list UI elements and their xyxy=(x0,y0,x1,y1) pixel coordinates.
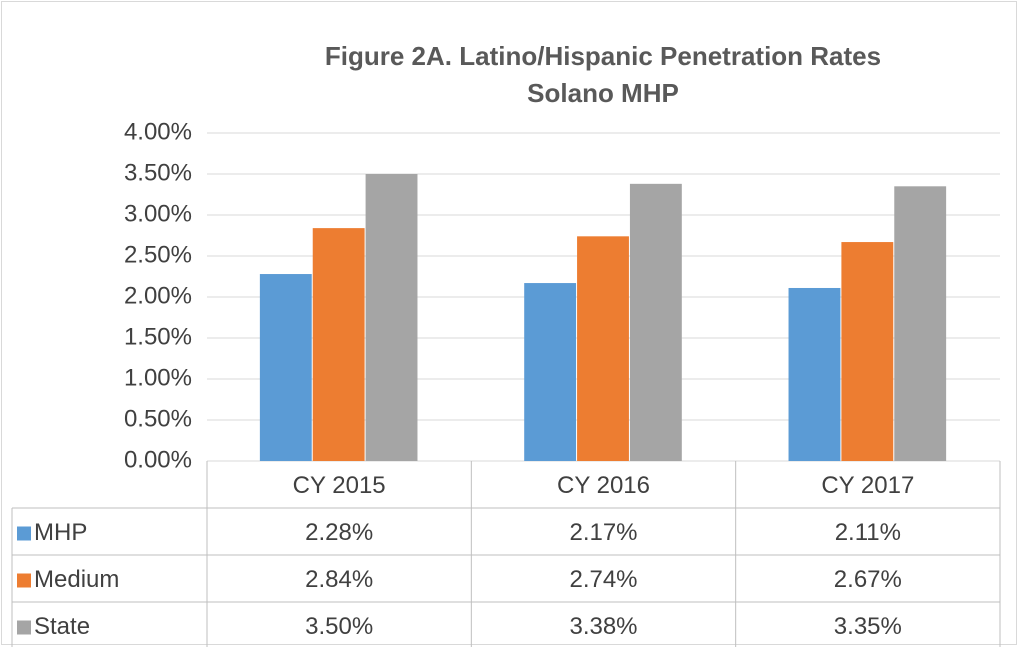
bar xyxy=(365,174,418,461)
bar xyxy=(312,228,365,461)
y-tick-label: 2.50% xyxy=(124,241,192,268)
legend-label: MHP xyxy=(34,519,87,546)
bar xyxy=(259,274,312,461)
data-label: 2.67% xyxy=(834,566,902,593)
data-label: 2.74% xyxy=(569,566,637,593)
data-label: 3.38% xyxy=(569,613,637,640)
x-tick-label: CY 2016 xyxy=(557,472,650,499)
legend-swatch xyxy=(17,620,31,635)
y-tick-label: 0.50% xyxy=(124,405,192,432)
bar xyxy=(629,183,682,461)
data-label: 2.17% xyxy=(569,519,637,546)
y-tick-label: 1.50% xyxy=(124,323,192,350)
data-label: 2.11% xyxy=(835,519,901,546)
y-tick-label: 4.00% xyxy=(124,118,192,145)
bar xyxy=(788,287,841,461)
bar xyxy=(524,283,577,461)
x-tick-label: CY 2015 xyxy=(293,472,386,499)
data-label: 2.84% xyxy=(305,566,373,593)
y-tick-label: 2.00% xyxy=(124,282,192,309)
y-tick-label: 1.00% xyxy=(124,364,192,391)
y-tick-label: 3.50% xyxy=(124,159,192,186)
chart-title: Figure 2A. Latino/Hispanic Penetration R… xyxy=(325,41,881,71)
legend-swatch xyxy=(17,573,31,588)
chart-title: Solano MHP xyxy=(527,78,679,108)
legend-swatch xyxy=(17,526,31,541)
legend-label: Medium xyxy=(34,566,119,593)
data-label: 3.35% xyxy=(834,613,902,640)
y-tick-label: 0.00% xyxy=(124,446,192,473)
data-label: 2.28% xyxy=(305,519,373,546)
y-tick-label: 3.00% xyxy=(124,200,192,227)
data-label: 3.50% xyxy=(305,613,373,640)
bar xyxy=(577,236,629,461)
legend-label: State xyxy=(34,613,90,640)
bar xyxy=(894,186,947,462)
x-tick-label: CY 2017 xyxy=(821,472,914,499)
bar xyxy=(841,242,894,461)
